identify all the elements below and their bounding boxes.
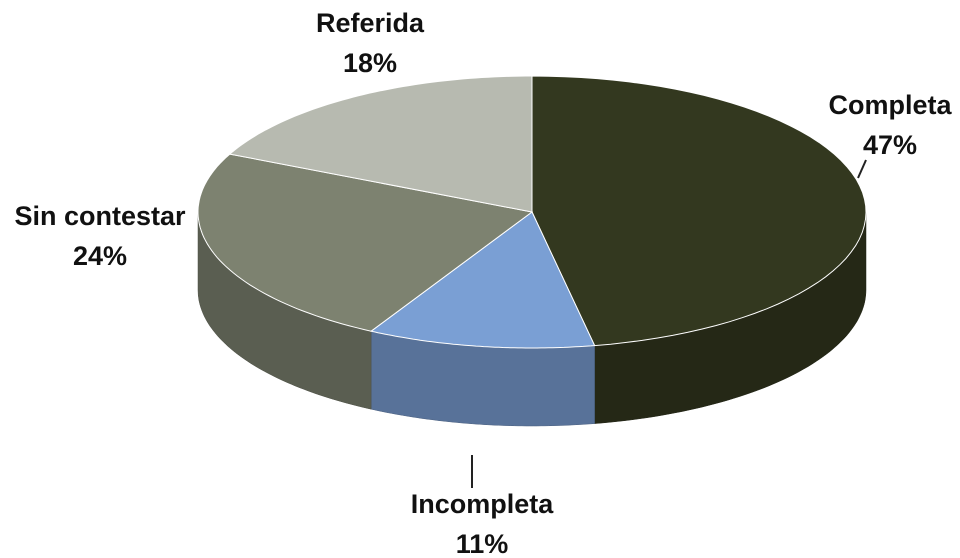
value-label: 18%	[343, 48, 397, 78]
leader-line	[857, 159, 867, 179]
value-label: 11%	[456, 529, 509, 558]
slice-label: Sin contestar	[14, 201, 186, 231]
slice	[197, 153, 534, 332]
pie-tops	[197, 75, 867, 349]
slice-label: Referida	[316, 8, 425, 38]
value-label: 47%	[863, 130, 917, 160]
labels: Completa 47% Incompleta 11% Sin contestar 24%…	[14, 8, 952, 558]
value-label: 24%	[73, 241, 127, 271]
slice-label: Completa	[828, 90, 952, 120]
slice	[531, 75, 867, 347]
slice	[228, 75, 533, 213]
slice-label: Incompleta	[411, 489, 555, 519]
slice	[369, 211, 596, 349]
